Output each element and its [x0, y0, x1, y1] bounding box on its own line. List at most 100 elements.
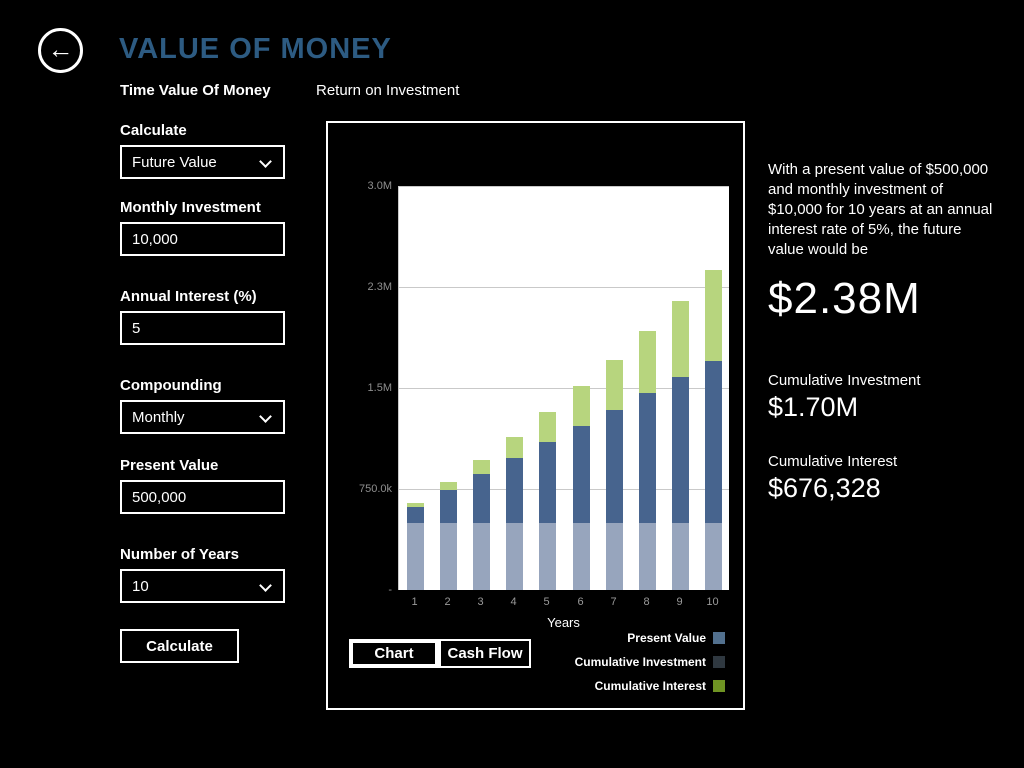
calculate-button[interactable]: Calculate [120, 629, 239, 663]
bar-segment [440, 490, 457, 523]
x-axis-tick-label: 1 [411, 596, 418, 608]
bar-segment [672, 301, 689, 378]
bar-segment [705, 522, 722, 590]
bar-segment [606, 409, 623, 523]
monthly-investment-label: Monthly Investment [120, 199, 261, 216]
legend-label: Cumulative Interest [594, 679, 706, 693]
bar-segment [606, 359, 623, 410]
cumulative-interest-block: Cumulative Interest $676,328 [768, 453, 994, 504]
x-axis-tick-label: 2 [444, 596, 451, 608]
present-value-label: Present Value [120, 457, 219, 474]
y-axis-tick-label: 1.5M [367, 382, 392, 394]
bar-segment [506, 458, 523, 523]
stacked-bar-year-2[interactable] [440, 481, 457, 590]
annual-interest-label: Annual Interest (%) [120, 288, 257, 305]
bar-segment [672, 377, 689, 523]
bar-segment [473, 522, 490, 590]
bar-segment [573, 386, 590, 426]
stacked-bar-year-5[interactable] [539, 412, 556, 590]
chevron-down-icon [259, 579, 272, 592]
bar-segment [606, 522, 623, 590]
bar-segment [539, 412, 556, 442]
bar-segment [440, 522, 457, 590]
gridline [399, 287, 729, 288]
bar-segment [672, 522, 689, 590]
monthly-investment-input[interactable] [120, 222, 285, 256]
page-title: VALUE OF MONEY [119, 33, 392, 65]
y-axis-tick-label: 3.0M [367, 180, 392, 192]
y-axis-tick-label: - [388, 584, 392, 596]
bar-segment [506, 436, 523, 459]
bar-segment [407, 522, 424, 590]
calculate-label: Calculate [120, 122, 187, 139]
x-axis-tick-label: 10 [706, 596, 719, 608]
stacked-bar-year-3[interactable] [473, 459, 490, 590]
stacked-bar-year-8[interactable] [639, 331, 656, 590]
legend-swatch [713, 680, 725, 692]
gridline [399, 388, 729, 389]
bar-segment [705, 361, 722, 523]
number-of-years-select-value: 10 [132, 577, 149, 595]
calculate-select-value: Future Value [132, 153, 217, 171]
stacked-bar-year-6[interactable] [573, 386, 590, 590]
compounding-select-value: Monthly [132, 408, 185, 426]
x-axis-tick-label: 6 [577, 596, 584, 608]
x-axis-title: Years [547, 615, 580, 630]
legend-swatch [713, 632, 725, 644]
legend-item: Present Value [575, 631, 725, 645]
bar-segment [506, 522, 523, 590]
bar-segment [473, 459, 490, 475]
left-arrow-icon: ← [47, 34, 74, 64]
summary-panel: With a present value of $500,000 and mon… [768, 160, 994, 504]
stacked-bar-year-9[interactable] [672, 301, 689, 590]
stacked-bar-year-1[interactable] [407, 502, 424, 590]
cumulative-investment-value: $1.70M [768, 392, 859, 422]
bar-segment [705, 270, 722, 362]
legend-swatch [713, 656, 725, 668]
bar-segment [573, 425, 590, 523]
compounding-label: Compounding [120, 377, 222, 394]
chart-panel: 3.0M 2.3M 1.5M 750.0k - 1 2 3 4 5 6 7 8 9 10 Years Ch… [326, 121, 745, 710]
compounding-select[interactable]: Monthly [120, 400, 285, 434]
stacked-bar-year-10[interactable] [705, 270, 722, 590]
number-of-years-label: Number of Years [120, 546, 239, 563]
bar-segment [407, 506, 424, 523]
x-axis-tick-label: 5 [543, 596, 550, 608]
y-axis-tick-label: 750.0k [358, 483, 392, 495]
bar-segment [473, 474, 490, 523]
annual-interest-input[interactable] [120, 311, 285, 345]
gridline [399, 489, 729, 490]
summary-description: With a present value of $500,000 and mon… [768, 161, 993, 258]
x-axis-tick-label: 8 [643, 596, 650, 608]
chart-legend: Present Value Cumulative Investment Cumula… [575, 631, 725, 693]
bar-segment [639, 393, 656, 523]
bar-segment [539, 441, 556, 523]
bar-segment [539, 522, 556, 590]
present-value-input[interactable] [120, 480, 285, 514]
cash-flow-view-button[interactable]: Cash Flow [439, 639, 531, 668]
legend-label: Cumulative Investment [574, 655, 706, 669]
tab-return-on-investment[interactable]: Return on Investment [316, 82, 460, 99]
cumulative-investment-label: Cumulative Investment [768, 372, 921, 389]
future-value-result: $2.38M [768, 274, 921, 323]
chevron-down-icon [259, 155, 272, 168]
cumulative-interest-value: $676,328 [768, 473, 881, 503]
x-axis-tick-label: 4 [510, 596, 517, 608]
bar-chart-plot-area [398, 186, 729, 590]
bar-segment [440, 481, 457, 491]
stacked-bar-year-7[interactable] [606, 359, 623, 590]
tab-time-value-of-money[interactable]: Time Value Of Money [120, 82, 271, 99]
number-of-years-select[interactable]: 10 [120, 569, 285, 603]
chart-view-button[interactable]: Chart [349, 639, 439, 668]
legend-item: Cumulative Interest [575, 679, 725, 693]
x-axis-tick-label: 3 [477, 596, 484, 608]
x-axis-tick-label: 7 [610, 596, 617, 608]
bar-segment [639, 522, 656, 590]
x-axis-tick-label: 9 [676, 596, 683, 608]
gridline [399, 186, 729, 187]
cumulative-interest-label: Cumulative Interest [768, 453, 898, 470]
calculate-select[interactable]: Future Value [120, 145, 285, 179]
back-button[interactable]: ← [38, 28, 83, 73]
bar-segment [573, 522, 590, 590]
stacked-bar-year-4[interactable] [506, 436, 523, 590]
